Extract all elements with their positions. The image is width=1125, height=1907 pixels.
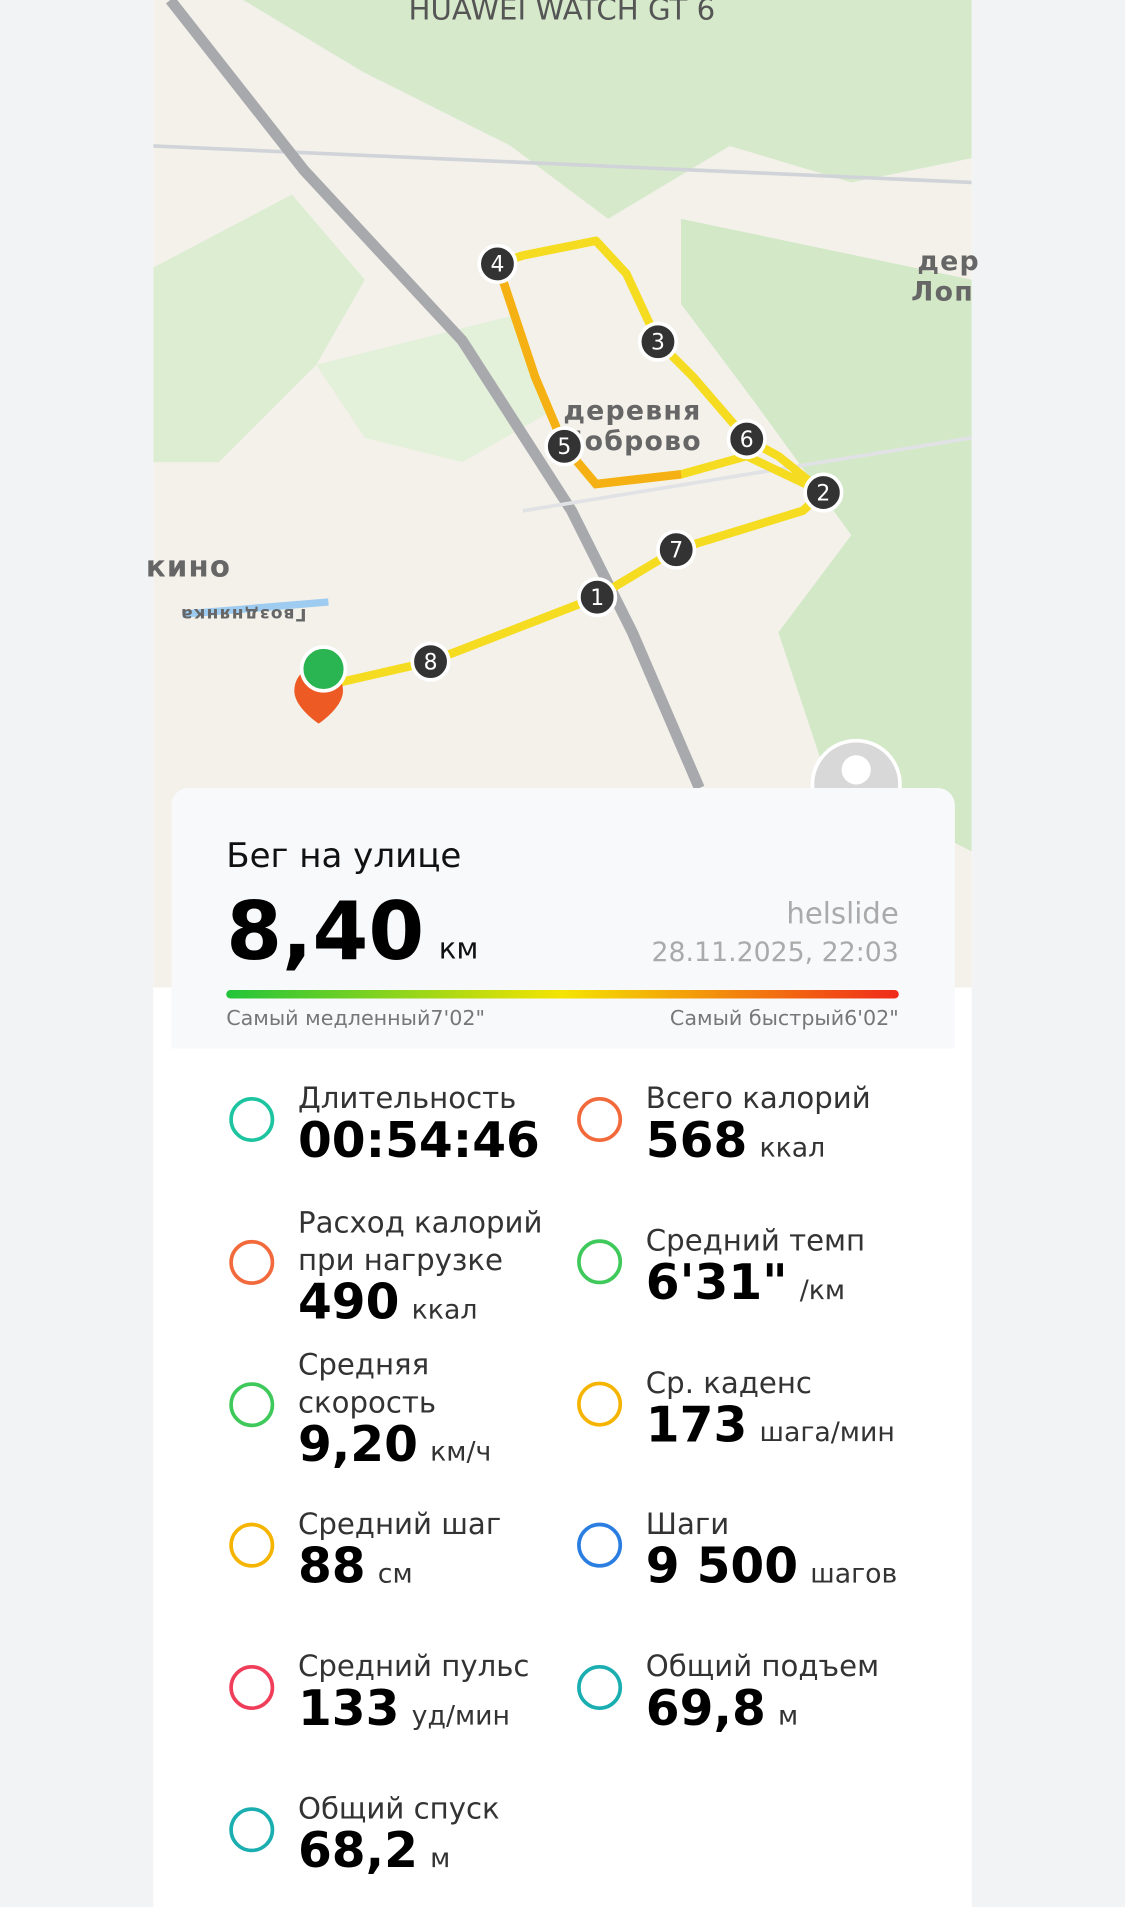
map-label: Боброво xyxy=(563,426,702,457)
slowest-value: 7'02" xyxy=(430,1006,485,1030)
fastest: Самый быстрый6'02" xyxy=(670,1006,899,1030)
metric-icon xyxy=(229,1522,275,1568)
map-label: деревня xyxy=(563,396,701,427)
metric-label: Общий спуск xyxy=(298,1791,500,1825)
metric-unit: км/ч xyxy=(430,1437,491,1468)
metric-icon xyxy=(229,1097,275,1143)
metric-icon xyxy=(577,1522,623,1568)
route-marker-label: 6 xyxy=(740,428,754,453)
metric-icon xyxy=(229,1807,275,1853)
route-marker xyxy=(726,418,767,460)
route-marker xyxy=(477,243,518,284)
metric-unit: см xyxy=(378,1558,413,1589)
avatar-head xyxy=(841,755,871,785)
metric-value: 9,20 xyxy=(298,1417,418,1473)
metric-label: Средняя xyxy=(298,1348,429,1382)
metric-value: 6'31" xyxy=(646,1255,788,1311)
metric-icon xyxy=(577,1664,623,1710)
metric-label: Средний темп xyxy=(646,1224,865,1258)
map-label: Лоп xyxy=(911,276,974,307)
metric-icon xyxy=(577,1097,623,1143)
metric-label: Длительность xyxy=(298,1081,516,1115)
metric-unit: шагов xyxy=(810,1558,897,1589)
metric-unit: шага/мин xyxy=(759,1417,894,1448)
metric-unit: м xyxy=(430,1843,450,1874)
metric-value: 173 xyxy=(646,1397,748,1453)
route-marker-label: 5 xyxy=(557,435,571,460)
metric-label: Общий подъем xyxy=(646,1649,879,1683)
fastest-value: 6'02" xyxy=(844,1006,899,1030)
metric-unit: /км xyxy=(800,1275,845,1306)
route-marker xyxy=(544,426,585,467)
activity: Бег на улице xyxy=(226,836,461,876)
route-marker xyxy=(803,472,844,513)
map-label: кино xyxy=(146,550,231,584)
route-marker-label: 4 xyxy=(490,253,504,278)
metric-icon xyxy=(229,1382,275,1428)
route-marker-label: 8 xyxy=(424,650,438,675)
device-name: HUAWEI WATCH GT 6 xyxy=(409,0,716,27)
route-marker xyxy=(637,321,679,362)
slowest: Самый медленный7'02" xyxy=(226,1006,485,1030)
metric-label: Средний шаг xyxy=(298,1507,501,1541)
metric-value: 133 xyxy=(298,1681,400,1737)
map-label: дер xyxy=(917,246,980,277)
route-marker xyxy=(656,529,697,570)
metric-unit: ккал xyxy=(759,1133,825,1164)
metric-icon xyxy=(577,1381,623,1427)
card-header xyxy=(171,788,955,1049)
route-marker-label: 3 xyxy=(651,330,665,355)
metric-label: Ср. каденс xyxy=(646,1366,812,1400)
fastest-label: Самый быстрый xyxy=(670,1006,844,1030)
metric-label: скорость xyxy=(298,1385,436,1419)
metric-value: 9 500 xyxy=(646,1538,798,1594)
card xyxy=(171,788,955,1907)
pace-bar xyxy=(226,989,899,999)
metric-value: 568 xyxy=(646,1113,748,1169)
route-marker xyxy=(410,641,451,682)
metric-icon xyxy=(229,1664,275,1710)
route-marker-label: 2 xyxy=(816,481,830,506)
metric-unit: ккал xyxy=(412,1294,478,1325)
user-name: helslide xyxy=(786,896,898,930)
metric-label: при нагрузке xyxy=(298,1243,503,1277)
route-marker-label: 1 xyxy=(590,586,604,611)
metric-icon xyxy=(577,1239,623,1285)
date: 28.11.2025, 22:03 xyxy=(652,937,899,968)
distance-unit: км xyxy=(439,932,479,966)
metric-label: Средний пульс xyxy=(298,1649,529,1683)
metric-value: 00:54:46 xyxy=(298,1113,540,1169)
map-label: Гвозднянка xyxy=(180,604,307,624)
metric-label: Расход калорий xyxy=(298,1205,543,1239)
metric-value: 69,8 xyxy=(646,1681,766,1737)
distance: 8,40 xyxy=(226,885,424,978)
metric-unit: уд/мин xyxy=(412,1701,510,1732)
slowest-label: Самый медленный xyxy=(226,1006,430,1030)
metric-value: 88 xyxy=(298,1538,366,1594)
metric-label: Шаги xyxy=(646,1507,729,1541)
metric-value: 68,2 xyxy=(298,1823,418,1879)
metric-icon xyxy=(229,1239,275,1285)
metric-value: 490 xyxy=(298,1275,400,1331)
route-marker-label: 7 xyxy=(669,538,683,563)
metric-label: Всего калорий xyxy=(646,1081,871,1115)
route-marker xyxy=(577,577,618,618)
metric-unit: м xyxy=(778,1701,798,1732)
